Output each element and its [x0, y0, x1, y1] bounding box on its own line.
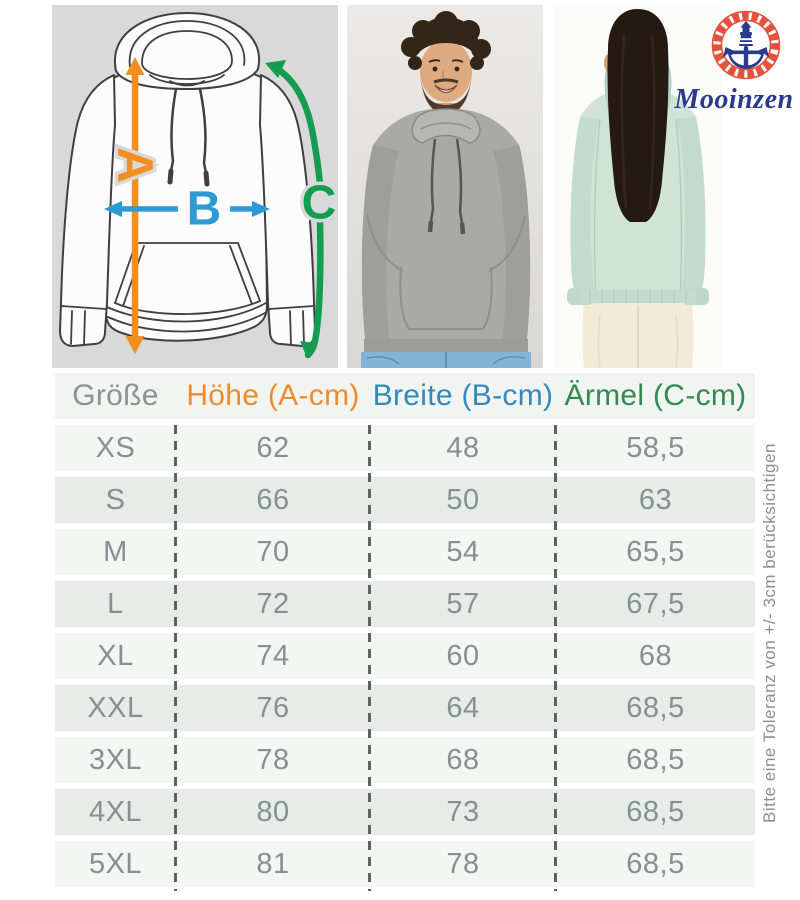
- size-label: S: [105, 483, 126, 516]
- column-header-hoehe: Höhe (A-cm): [186, 379, 360, 412]
- male-model-illustration: [347, 5, 543, 368]
- size-table: Größe Höhe (A-cm) Breite (B-cm) Ärmel (C…: [55, 373, 755, 893]
- hoehe-value: 76: [256, 691, 290, 724]
- hoehe-value: 80: [256, 795, 290, 828]
- anchor-lighthouse-rope-icon: [711, 10, 781, 80]
- model-photo-front: [347, 5, 543, 368]
- measure-arrow-a: A: [104, 57, 167, 354]
- table-row: L 72 57 67,5: [55, 581, 755, 627]
- hoodie-line-drawing: A B C: [59, 12, 338, 359]
- measure-label-c: C: [302, 177, 337, 230]
- table-row: XXL 76 64 68,5: [55, 685, 755, 731]
- brand-logo: [700, 5, 792, 85]
- aermel-value: 68,5: [626, 847, 685, 880]
- column-divider: [554, 425, 557, 891]
- table-row: 3XL 78 68 68,5: [55, 737, 755, 783]
- hoehe-value: 70: [256, 535, 290, 568]
- size-label: XXL: [87, 691, 144, 724]
- aermel-value: 58,5: [626, 431, 685, 464]
- breite-value: 48: [446, 431, 480, 464]
- hoodie-measurement-diagram: A B C: [52, 5, 338, 368]
- column-header-groesse: Größe: [72, 379, 159, 412]
- breite-value: 54: [446, 535, 480, 568]
- hoehe-value: 72: [256, 587, 290, 620]
- hoehe-value: 66: [256, 483, 290, 516]
- measure-label-a: A: [107, 147, 163, 183]
- hoehe-value: 62: [256, 431, 290, 464]
- size-label: 3XL: [88, 743, 143, 776]
- hoehe-value: 78: [256, 743, 290, 776]
- breite-value: 57: [446, 587, 480, 620]
- aermel-value: 68: [638, 639, 673, 672]
- hoehe-value: 74: [256, 639, 290, 672]
- size-label: XL: [97, 639, 134, 672]
- size-label: M: [103, 535, 128, 568]
- breite-value: 50: [446, 483, 480, 516]
- hoodie-drawstrings: [169, 87, 178, 173]
- size-label: XS: [95, 431, 136, 464]
- column-header-aermel: Ärmel (C-cm): [564, 379, 747, 412]
- table-row: 5XL 81 78 68,5: [55, 841, 755, 887]
- size-label: L: [107, 587, 124, 620]
- aermel-value: 65,5: [626, 535, 685, 568]
- long-hair: [607, 9, 669, 222]
- breite-value: 64: [446, 691, 480, 724]
- column-divider: [368, 425, 371, 891]
- table-row: XS 62 48 58,5: [55, 425, 755, 471]
- aermel-value: 63: [638, 483, 673, 516]
- aermel-value: 68,5: [626, 795, 685, 828]
- column-header-breite: Breite (B-cm): [372, 379, 554, 412]
- hoehe-value: 81: [256, 847, 290, 880]
- curly-hair: [401, 11, 491, 70]
- anchor-lighthouse-glyph: [723, 21, 769, 69]
- brand-name: Mooinzen: [674, 84, 794, 115]
- size-table-header: Größe Höhe (A-cm) Breite (B-cm) Ärmel (C…: [55, 373, 755, 419]
- breite-value: 68: [446, 743, 480, 776]
- tolerance-note: Bitte eine Toleranz von +/- 3cm berücksi…: [760, 443, 779, 823]
- measure-label-b: B: [187, 183, 222, 236]
- measure-arrow-b: B: [104, 183, 270, 236]
- breite-value: 78: [446, 847, 480, 880]
- size-label: 4XL: [88, 795, 143, 828]
- model-photo-back: [554, 5, 722, 368]
- measure-arrow-c: C: [265, 60, 338, 359]
- table-row: 4XL 80 73 68,5: [55, 789, 755, 835]
- breite-value: 60: [446, 639, 480, 672]
- size-label: 5XL: [88, 847, 143, 880]
- table-row: S 66 50 63: [55, 477, 755, 523]
- table-row: XL 74 60 68: [55, 633, 755, 679]
- hoodie-drawstrings: [427, 138, 466, 235]
- aermel-value: 68,5: [626, 691, 685, 724]
- column-divider: [174, 425, 177, 891]
- breite-value: 73: [446, 795, 480, 828]
- aermel-value: 67,5: [626, 587, 685, 620]
- hoodie-hood: [113, 12, 261, 90]
- table-row: M 70 54 65,5: [55, 529, 755, 575]
- grey-hoodie-body: [361, 109, 531, 353]
- female-model-illustration: [554, 5, 722, 368]
- hoodie-left-sleeve: [59, 74, 116, 347]
- aermel-value: 68,5: [626, 743, 685, 776]
